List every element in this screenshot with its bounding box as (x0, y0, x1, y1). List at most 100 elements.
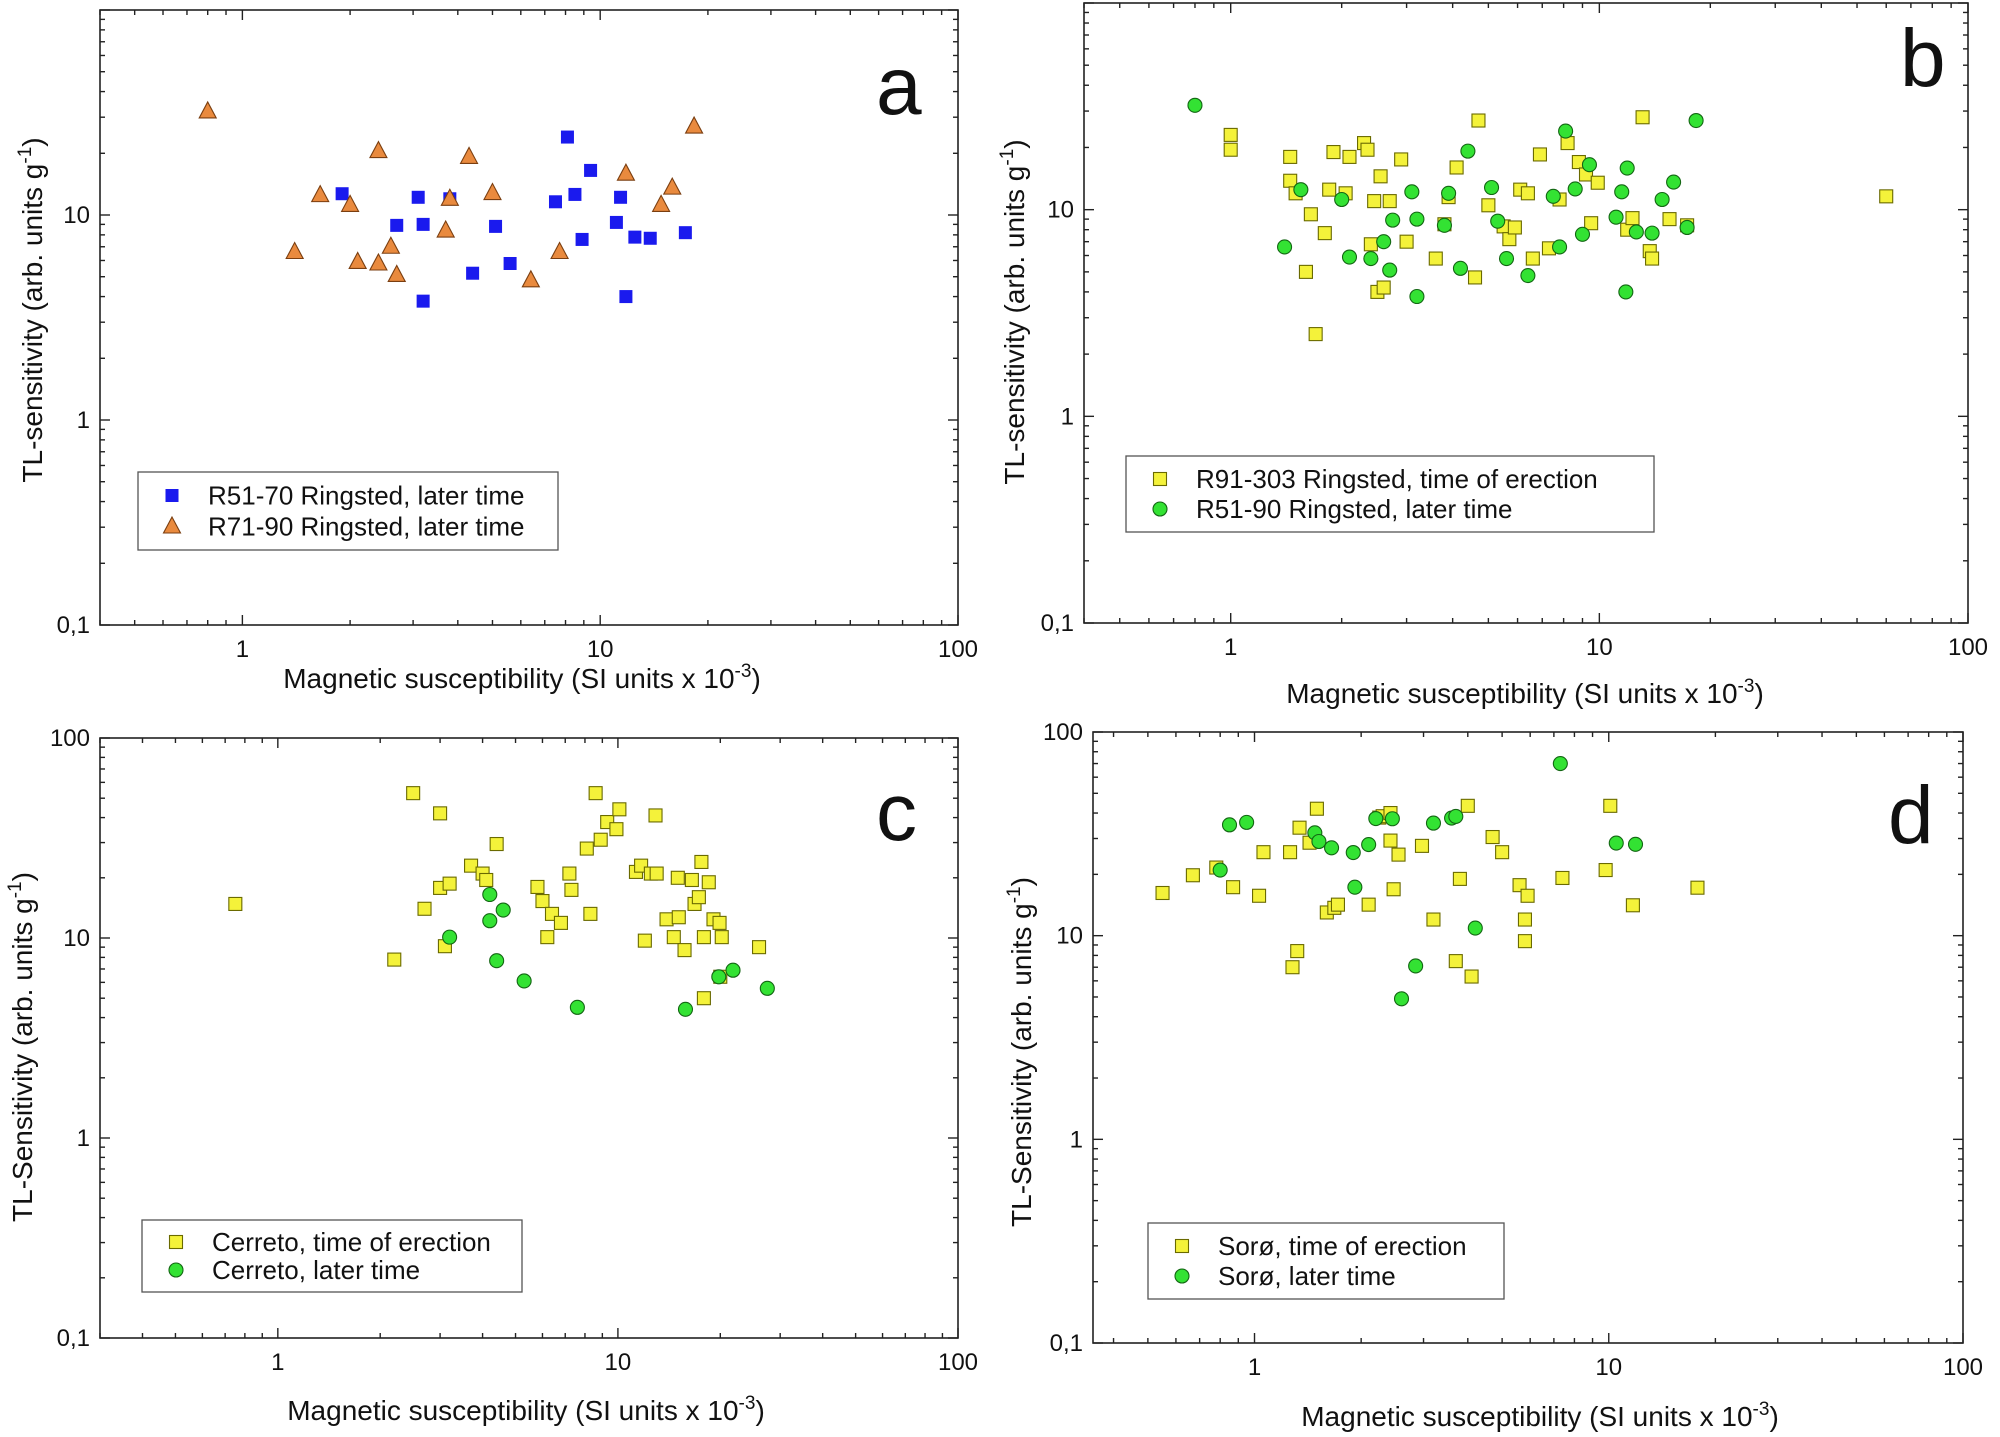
data-point-square (1517, 912, 1533, 927)
data-point-circle (1441, 185, 1457, 201)
data-point-square (1290, 944, 1305, 959)
data-point-circle (1618, 284, 1634, 300)
data-point-square (1391, 847, 1406, 862)
data-point-circle (1614, 184, 1630, 200)
data-point-square (1360, 142, 1375, 157)
data-point-circle (1490, 213, 1506, 229)
data-point-square (1555, 870, 1570, 886)
data-point-circle (482, 886, 498, 903)
data-point-square (684, 872, 699, 888)
data-point-square (1376, 280, 1391, 295)
data-point-square (1507, 220, 1522, 235)
data-point-square (1185, 868, 1200, 883)
data-point-circle (1520, 267, 1536, 284)
panel-b-points (1187, 97, 1894, 342)
data-point-square (614, 190, 628, 204)
data-point-square (1428, 251, 1443, 266)
data-point-circle (1619, 160, 1635, 176)
data-point-square (1252, 888, 1267, 903)
legend-label: R71-90 Ringsted, later time (208, 512, 524, 542)
data-point-square (1467, 270, 1483, 285)
data-point-square (1414, 838, 1430, 853)
panel-a-points (198, 100, 704, 308)
data-point-circle (1376, 234, 1392, 250)
data-point-square (1383, 833, 1398, 848)
data-point-square (609, 822, 624, 837)
data-point-circle (1277, 239, 1293, 255)
x-tick-label: 1 (271, 1349, 284, 1376)
data-point-square (1512, 878, 1527, 893)
data-point-square (530, 879, 545, 894)
data-point-circle (1552, 755, 1568, 772)
data-point-square (1520, 888, 1535, 903)
data-point-square (1690, 880, 1705, 895)
x-tick-label: 10 (1586, 634, 1613, 661)
data-point-triangle (387, 264, 407, 282)
legend-marker-square (1174, 1238, 1190, 1254)
data-point-circle (759, 980, 775, 996)
data-point-square (612, 802, 627, 817)
data-point-circle (1363, 251, 1379, 267)
data-point-square (1635, 110, 1650, 125)
data-point-circle (489, 953, 505, 969)
data-point-square (1223, 142, 1238, 157)
data-point-square (1879, 189, 1894, 204)
data-point-square (503, 256, 517, 270)
x-tick-label: 100 (938, 636, 978, 663)
data-point-square (1485, 829, 1500, 845)
data-point-circle (1408, 958, 1424, 974)
y-tick-label: 10 (1047, 197, 1074, 224)
y-tick-label: 0,1 (1041, 610, 1074, 637)
data-point-square (670, 870, 685, 885)
legend-frame (1147, 1222, 1505, 1300)
data-point-square (1283, 845, 1298, 860)
legend-marker-square (168, 1234, 184, 1250)
data-point-square (1342, 149, 1357, 164)
panel-b-y-axis-label: TL-sensitivity (arb. units g-1) (997, 139, 1030, 484)
data-point-circle (1404, 184, 1420, 200)
y-tick-label: 10 (63, 202, 90, 229)
panel-c-x-axis-label: Magnetic susceptibility (SI units x 10-3… (287, 1393, 765, 1426)
data-point-square (411, 190, 425, 204)
data-point-square (562, 866, 577, 881)
y-tick-label: 0,1 (57, 612, 90, 639)
panel-b-legend: R91-303 Ringsted, time of erectionR51-90… (1125, 455, 1655, 533)
data-point-square (628, 230, 642, 244)
legend-marker-circle (1174, 1268, 1190, 1284)
data-point-square (433, 806, 448, 821)
data-point-square (479, 872, 494, 888)
data-point-triangle (684, 115, 704, 134)
data-point-square (1460, 798, 1475, 813)
data-point-circle (1382, 262, 1398, 278)
data-point-square (1625, 898, 1640, 913)
data-point-square (1298, 264, 1313, 279)
data-point-square (442, 876, 457, 891)
legend-marker-circle (168, 1262, 184, 1278)
data-point-circle (1393, 991, 1410, 1007)
data-point-square (228, 896, 243, 911)
data-point-circle (1334, 191, 1350, 208)
panel-d-x-axis-label: Magnetic susceptibility (SI units x 10-3… (1301, 1399, 1779, 1432)
data-point-circle (1627, 836, 1644, 852)
data-point-square (1386, 882, 1401, 897)
data-point-circle (1368, 810, 1384, 827)
data-point-square (1322, 182, 1337, 197)
data-point-square (1481, 198, 1496, 213)
panel-d-ticks: 1 10 100 0,1 1 10 100 (1043, 719, 1983, 1381)
panel-b-ticks: 1 10 100 0,1 1 10 (1041, 2, 1988, 661)
data-point-square (584, 163, 598, 177)
panel-b-letter: b (1900, 13, 1946, 104)
x-tick-label: 100 (1948, 634, 1988, 661)
panel-c-y-axis-label: TL-Sensitivity (arb. units g-1) (5, 872, 38, 1222)
data-point-circle (1558, 123, 1574, 139)
data-point-square (579, 841, 594, 856)
y-tick-label: 0,1 (57, 1325, 90, 1352)
data-point-square (1363, 237, 1378, 252)
data-point-square (1426, 912, 1441, 927)
data-point-circle (1467, 920, 1483, 936)
panel-b-frame (1083, 2, 1969, 624)
data-point-square (677, 943, 692, 958)
data-point-triangle (436, 219, 456, 238)
